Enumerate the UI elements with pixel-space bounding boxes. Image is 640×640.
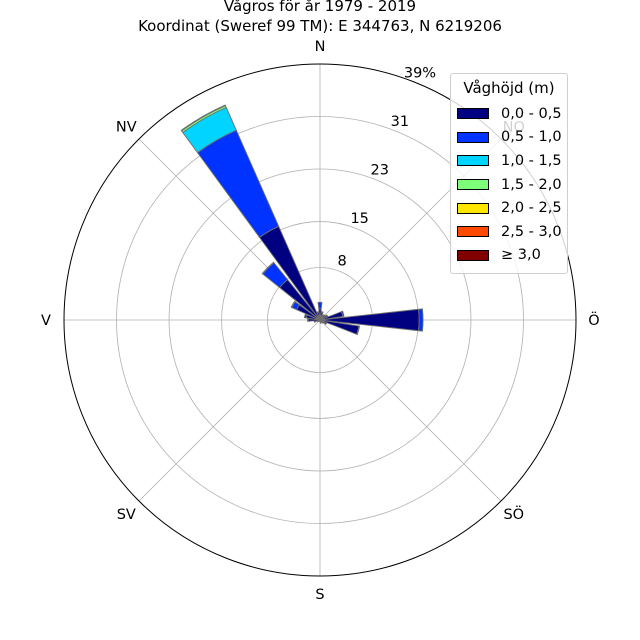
bar-105deg-series-1 — [356, 325, 361, 336]
legend-title: Våghöjd (m) — [463, 79, 555, 97]
direction-label-NV: NV — [116, 119, 137, 135]
bar-300deg-series-2 — [290, 300, 296, 309]
bar-330deg-series-4 — [180, 104, 227, 132]
direction-label-SÖ: SÖ — [503, 505, 524, 523]
legend-label: 1,0 - 1,5 — [501, 152, 562, 169]
r-tick-label-31: 31 — [391, 114, 409, 130]
bar-60deg-series-1 — [325, 314, 329, 318]
legend-swatch — [457, 202, 489, 214]
r-tick-label-23: 23 — [371, 163, 389, 179]
bar-285deg-series-1 — [303, 313, 308, 319]
bar-330deg-series-1 — [196, 129, 280, 238]
chart-title: Vågros för år 1979 - 2019 Koordinat (Swe… — [0, 0, 640, 36]
legend-entries: 0,0 - 0,5 0,5 - 1,0 1,0 - 1,5 1,5 - 2,0 2,0 … — [451, 102, 567, 267]
chart-title-line2: Koordinat (Sweref 99 TM): E 344763, N 62… — [138, 17, 502, 35]
grid-ring-23 — [168, 168, 472, 472]
legend-swatch — [457, 155, 489, 167]
bars — [180, 104, 424, 336]
legend-entry: 2,5 - 3,0 — [451, 220, 567, 244]
legend-swatch — [457, 131, 489, 143]
legend-swatch — [457, 179, 489, 191]
legend-entry: 0,0 - 0,5 — [451, 102, 567, 126]
legend-swatch — [457, 249, 489, 261]
legend-label: 2,0 - 2,5 — [501, 200, 562, 217]
legend-label: 1,5 - 2,0 — [501, 176, 562, 193]
r-tick-label-8: 8 — [337, 253, 346, 269]
legend-swatch — [457, 226, 489, 238]
grid-ring-31 — [116, 116, 524, 524]
grid-spoke-SV — [138, 319, 321, 502]
grid-spoke-SÖ — [319, 319, 502, 502]
direction-label-Ö: Ö — [588, 311, 599, 329]
legend-label: 0,0 - 0,5 — [501, 105, 562, 122]
direction-label-N: N — [315, 39, 326, 55]
bar-15deg-series-1 — [320, 311, 324, 314]
legend: Våghöjd (m) 0,0 - 0,5 0,5 - 1,0 1,0 - 1,5 1… — [450, 73, 568, 275]
direction-label-V: V — [41, 313, 51, 329]
direction-label-S: S — [315, 587, 324, 603]
bar-315deg-series-2 — [261, 261, 275, 275]
outer-ring — [63, 63, 577, 577]
legend-entry: 2,0 - 2,5 — [451, 196, 567, 220]
legend-entry: 1,0 - 1,5 — [451, 149, 567, 173]
bar-0deg-series-1 — [317, 301, 323, 310]
bar-345deg-series-1 — [316, 311, 320, 314]
legend-label: ≥ 3,0 — [501, 247, 541, 264]
legend-entry: ≥ 3,0 — [451, 244, 567, 268]
bar-270deg-series-1 — [307, 318, 309, 322]
legend-label: 2,5 - 3,0 — [501, 223, 562, 240]
r-tick-label-15: 15 — [350, 211, 368, 227]
direction-label-SV: SV — [117, 507, 136, 523]
chart-title-line1: Vågros för år 1979 - 2019 — [223, 0, 417, 15]
r-tick-label-39: 39% — [404, 65, 436, 81]
bar-75deg-series-1 — [340, 310, 345, 318]
legend-entry: 0,5 - 1,0 — [451, 126, 567, 150]
bar-90deg-series-1 — [418, 308, 424, 332]
bar-90deg-series-0 — [319, 308, 420, 332]
legend-entry: 1,5 - 2,0 — [451, 173, 567, 197]
legend-swatch — [457, 108, 489, 120]
legend-label: 0,5 - 1,0 — [501, 129, 562, 146]
